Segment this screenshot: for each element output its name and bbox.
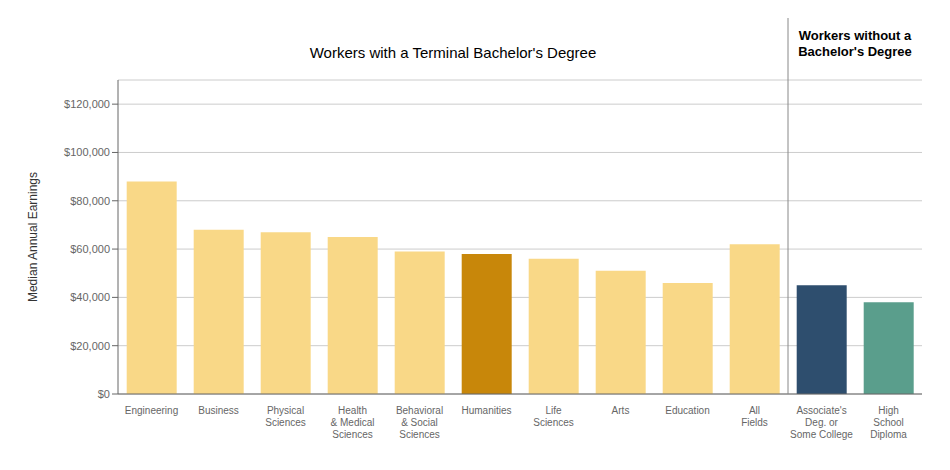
svg-text:$0: $0 xyxy=(98,388,110,400)
svg-text:$120,000: $120,000 xyxy=(64,98,110,110)
svg-text:$20,000: $20,000 xyxy=(70,340,110,352)
svg-text:$60,000: $60,000 xyxy=(70,243,110,255)
svg-text:$100,000: $100,000 xyxy=(64,146,110,158)
svg-text:AllFields: AllFields xyxy=(741,405,768,428)
svg-text:$40,000: $40,000 xyxy=(70,291,110,303)
svg-text:PhysicalSciences: PhysicalSciences xyxy=(265,405,306,428)
svg-text:$80,000: $80,000 xyxy=(70,195,110,207)
svg-text:Arts: Arts xyxy=(612,405,630,416)
svg-text:Behavioral& SocialSciences: Behavioral& SocialSciences xyxy=(396,405,443,440)
svg-text:LifeSciences: LifeSciences xyxy=(533,405,574,428)
svg-text:Health& MedicalSciences: Health& MedicalSciences xyxy=(331,405,375,440)
svg-text:Median Annual Earnings: Median Annual Earnings xyxy=(26,172,40,302)
svg-text:Education: Education xyxy=(665,405,709,416)
svg-text:Workers without aBachelor's De: Workers without aBachelor's Degree xyxy=(798,28,912,59)
svg-text:Business: Business xyxy=(198,405,239,416)
svg-text:Engineering: Engineering xyxy=(125,405,178,416)
svg-text:Associate'sDeg. orSome College: Associate'sDeg. orSome College xyxy=(790,405,853,440)
svg-text:HighSchoolDiploma: HighSchoolDiploma xyxy=(870,405,907,440)
svg-text:Humanities: Humanities xyxy=(461,405,511,416)
svg-text:Workers with a Terminal Bachel: Workers with a Terminal Bachelor's Degre… xyxy=(310,44,597,61)
